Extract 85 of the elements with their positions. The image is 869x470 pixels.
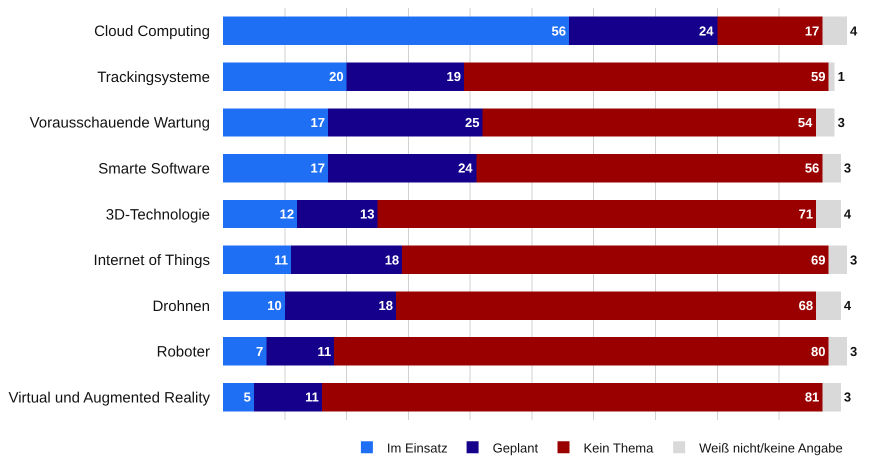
data-label: 69 xyxy=(811,252,826,268)
y-tick-label: Internet of Things xyxy=(94,252,210,270)
bar xyxy=(297,200,378,228)
bar xyxy=(223,337,266,366)
bar xyxy=(284,291,396,320)
data-label: 56 xyxy=(804,160,820,176)
data-label: 10 xyxy=(267,298,282,314)
bar xyxy=(464,62,828,91)
bar xyxy=(816,200,841,228)
data-label: 71 xyxy=(798,206,814,222)
y-tick-label: Drohnen xyxy=(152,298,210,315)
bar xyxy=(476,154,822,182)
y-tick-label: Trackingsysteme xyxy=(97,68,210,86)
data-label: 1 xyxy=(838,69,845,84)
data-label: 24 xyxy=(699,23,714,38)
data-label: 4 xyxy=(844,206,852,222)
data-label: 4 xyxy=(850,23,858,38)
data-label: 81 xyxy=(804,390,820,405)
data-label: 13 xyxy=(360,206,374,222)
bar xyxy=(717,16,822,46)
data-label: 19 xyxy=(446,69,461,84)
data-label: 7 xyxy=(256,344,264,359)
y-tick-label: Vorausschauende Wartung xyxy=(30,114,210,132)
y-tick-label: Virtual und Augmented Reality xyxy=(8,389,210,406)
data-label: 24 xyxy=(458,160,474,176)
legend-label: Im Einsatz xyxy=(386,440,448,456)
bar xyxy=(822,16,847,46)
bar xyxy=(816,291,841,320)
bar xyxy=(396,291,816,320)
bar xyxy=(223,154,328,182)
data-label: 68 xyxy=(798,298,814,314)
bar xyxy=(223,382,254,412)
y-tick-label: 3D-Technologie xyxy=(106,206,210,224)
data-label: 3 xyxy=(844,160,852,176)
bar xyxy=(822,154,841,182)
data-label: 11 xyxy=(317,344,332,359)
bar xyxy=(223,200,298,228)
data-label: 59 xyxy=(811,69,826,84)
data-label: 4 xyxy=(844,298,852,314)
bar xyxy=(322,382,822,412)
legend-label: Geplant xyxy=(492,440,539,456)
data-label: 18 xyxy=(384,252,400,268)
data-label: 3 xyxy=(844,390,852,405)
bar xyxy=(828,246,847,274)
bar xyxy=(402,246,828,274)
data-label: 17 xyxy=(804,23,820,38)
bar xyxy=(223,62,347,91)
y-tick-label: Cloud Computing xyxy=(94,23,210,40)
legend-label: Kein Thema xyxy=(584,440,654,456)
data-label: 11 xyxy=(305,390,319,405)
data-label: 3 xyxy=(850,252,858,268)
legend-label: Weiß nicht/keine Angabe xyxy=(699,440,843,456)
data-label: 54 xyxy=(798,114,814,130)
y-tick-label: Smarte Software xyxy=(98,160,210,178)
data-label: 5 xyxy=(244,390,251,405)
bar xyxy=(223,108,328,137)
bar xyxy=(568,16,718,46)
bar xyxy=(266,337,334,366)
y-tick-label: Roboter xyxy=(156,344,210,361)
data-label: 12 xyxy=(280,206,294,222)
bar xyxy=(334,337,828,366)
bar xyxy=(254,382,322,412)
bar xyxy=(816,108,835,137)
bar xyxy=(346,62,464,91)
bar xyxy=(223,246,291,274)
data-label: 20 xyxy=(329,69,344,84)
data-label: 25 xyxy=(465,114,480,130)
data-label: 17 xyxy=(310,160,326,176)
bar xyxy=(828,337,847,366)
data-label: 3 xyxy=(838,114,845,130)
bar xyxy=(482,108,816,137)
bar xyxy=(223,16,569,46)
bar xyxy=(328,108,482,137)
bar xyxy=(290,246,402,274)
data-label: 17 xyxy=(310,114,326,130)
bar xyxy=(822,382,841,412)
data-label: 18 xyxy=(378,298,393,314)
data-label: 56 xyxy=(552,23,566,38)
bar xyxy=(328,154,476,182)
data-label: 80 xyxy=(811,344,826,359)
data-label: 11 xyxy=(274,252,288,268)
bar xyxy=(828,62,835,91)
bar xyxy=(377,200,816,228)
data-label: 3 xyxy=(850,344,858,359)
bar xyxy=(223,291,285,320)
